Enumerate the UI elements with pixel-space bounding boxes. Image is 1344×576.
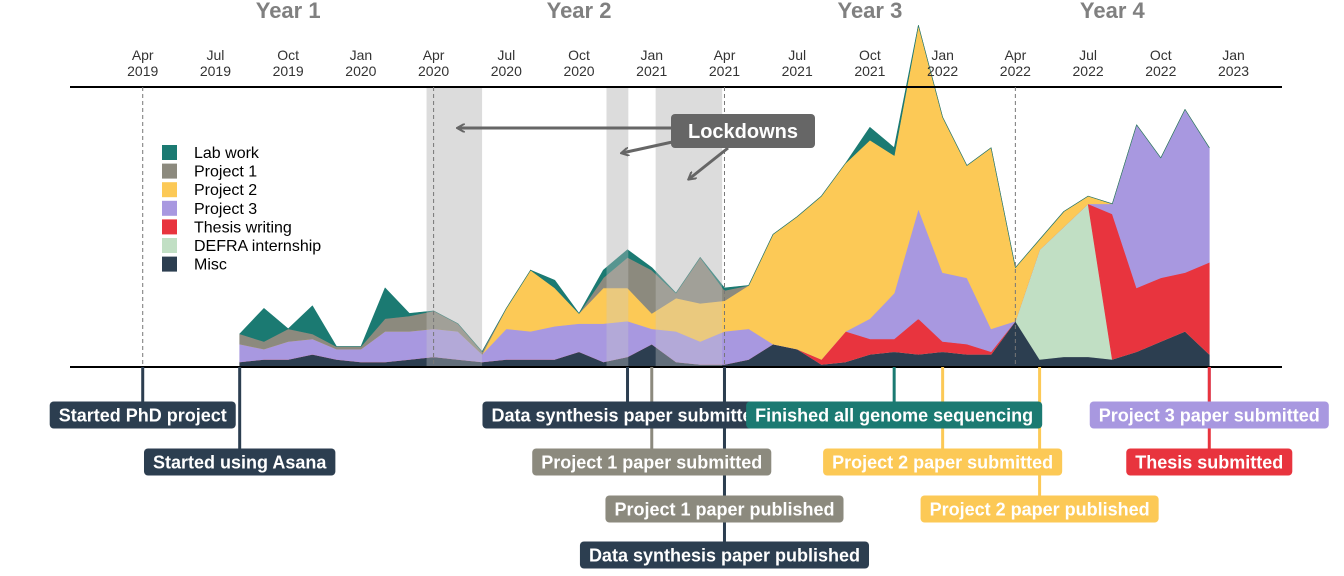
tick-label-month: Jul [497,47,515,63]
tick-label-year: 2020 [345,63,376,79]
tick-label-month: Apr [132,47,154,63]
tick-label-year: 2022 [1145,63,1176,79]
event-label: Data synthesis paper submitted [491,406,763,426]
tick-label-month: Apr [714,47,736,63]
event-label-box [1126,448,1293,476]
legend-swatch [162,256,177,272]
legend-label: Project 2 [194,182,257,199]
tick-label-year: 2019 [127,63,158,79]
event-label: Started using Asana [153,453,327,473]
tick-label-year: 2020 [491,63,522,79]
legend-label: Project 3 [194,201,257,218]
legend-swatch [162,219,177,235]
stacked-areas [239,25,1210,368]
tick-label-year: 2021 [636,63,667,79]
tick-label-year: 2022 [927,63,958,79]
tick-label-month: Jul [788,47,806,63]
tick-label-year: 2020 [418,63,449,79]
tick-label-month: Oct [859,47,881,63]
event-label-box [482,401,773,429]
tick-label-year: 2020 [563,63,594,79]
event-label: Thesis submitted [1135,453,1283,473]
year-label: Year 2 [547,0,612,23]
event-label-box [920,495,1159,523]
legend-label: Project 1 [194,164,257,181]
tick-label-year: 2019 [273,63,304,79]
legend-swatch [162,200,177,216]
legend-swatch [162,182,177,198]
tick-label-month: Jul [206,47,224,63]
tick-label-month: Oct [568,47,590,63]
legend-swatch [162,145,177,160]
event-label: Project 1 paper submitted [541,453,762,473]
axes [70,86,1282,368]
event-label: Project 1 paper published [614,500,834,520]
tick-label-year: 2022 [1000,63,1031,79]
tick-label-year: 2022 [1073,63,1104,79]
event-label-box [1089,401,1329,429]
tick-label-year: 2021 [782,63,813,79]
legend-swatch [162,238,177,253]
tick-label-year: 2023 [1218,63,1249,79]
legend-label: Misc [194,257,227,274]
year-label: Year 1 [256,0,321,23]
lockdown-overlay-1 [426,87,483,367]
tick-label-month: Jan [640,47,663,63]
tick-label-month: Apr [423,47,445,63]
legend-label: DEFRA internship [194,238,321,255]
tick-label-month: Jan [931,47,954,63]
lockdowns-annotation: Lockdowns [458,114,815,179]
legend-label: Lab work [194,145,260,162]
event-label: Project 3 paper submitted [1099,406,1320,426]
event-label: Project 2 paper published [930,500,1150,520]
lockdown-arrow-3 [689,146,729,179]
event-label: Project 2 paper submitted [832,453,1053,473]
event-label-box [143,448,336,476]
event-labels: Started PhD project Started using Asana Da… [49,367,1329,569]
event-label: Data synthesis paper published [589,546,860,566]
year-label: Year 4 [1080,0,1146,23]
date-ticks: Apr2019Jul2019Oct2019Jan2020Apr2020Jul20… [127,47,1249,79]
legend-label: Thesis writing [194,219,292,236]
year-label: Year 3 [837,0,902,23]
tick-label-month: Apr [1004,47,1026,63]
tick-label-month: Oct [1150,47,1172,63]
tick-label-month: Oct [277,47,299,63]
event-label-box [579,541,870,569]
legend-swatch [162,163,177,179]
event-label-box [746,401,1043,429]
tick-label-month: Jul [1079,47,1097,63]
tick-label-year: 2021 [709,63,740,79]
event-label-box [532,448,772,476]
area-lab-work [239,25,1210,352]
lockdowns-label: Lockdowns [688,121,798,143]
tick-label-month: Jan [1222,47,1245,63]
tick-label-year: 2021 [854,63,885,79]
lockdowns-label-box [671,114,815,148]
tick-label-month: Jan [350,47,373,63]
tick-label-year: 2019 [200,63,231,79]
event-label-box [605,495,844,523]
event-label: Started PhD project [59,406,227,426]
lockdown-overlay-2 [606,87,629,367]
event-label-box [49,401,236,429]
event-label-box [823,448,1063,476]
year-labels: Year 1 Year 2 Year 3 Year 4 [256,0,1146,23]
event-label: Finished all genome sequencing [755,406,1033,426]
